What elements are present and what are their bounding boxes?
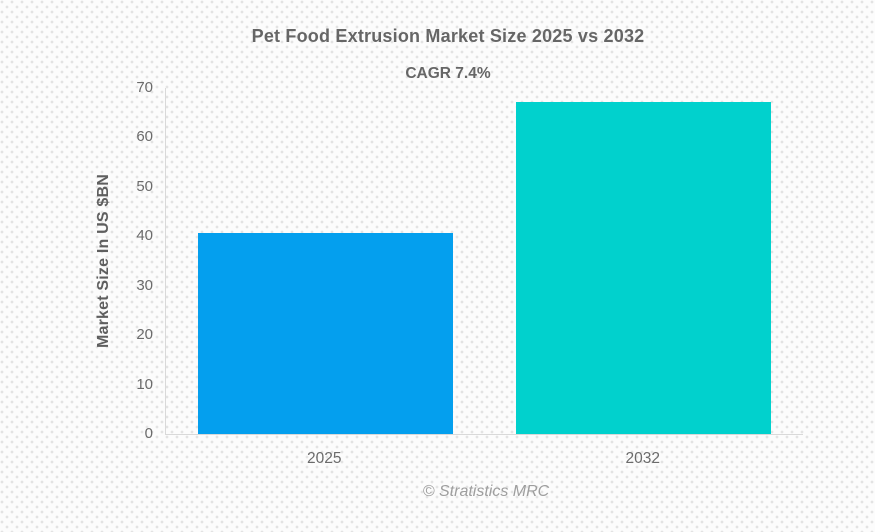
y-axis-tick-label: 10: [136, 375, 153, 393]
copyright-credit: © Stratistics MRC: [422, 483, 550, 500]
bar-2025: [197, 232, 453, 434]
chart-subtitle-cagr: CAGR 7.4%: [405, 65, 491, 82]
y-axis-tick-label: 30: [136, 276, 153, 294]
plot-area: [165, 88, 803, 435]
y-axis-tick-label: 20: [136, 326, 153, 344]
y-axis-tick-label: 60: [136, 128, 153, 146]
y-axis-tick-label: 70: [136, 79, 153, 96]
y-axis-tick-label: 40: [136, 227, 153, 245]
y-axis-title: Market Size In US $BN: [95, 173, 112, 349]
chart-title: Pet Food Extrusion Market Size 2025 vs 2…: [251, 26, 645, 46]
x-axis-label-2032: 2032: [625, 450, 660, 467]
bars-container: [166, 88, 803, 434]
y-axis-tick-label: 0: [144, 425, 153, 442]
y-axis-tick-label: 50: [136, 177, 153, 195]
bar-2032: [516, 102, 772, 434]
x-axis-label-2025: 2025: [307, 450, 342, 467]
